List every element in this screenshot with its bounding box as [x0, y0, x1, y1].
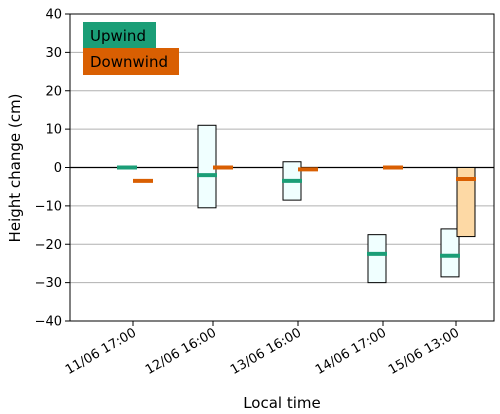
upwind-box: [367, 234, 387, 284]
y-tick-label: −30: [35, 276, 62, 291]
x-tick-label: 12/06 16:00: [143, 325, 219, 378]
y-axis: −40 −30 −20 −10 0 10 20 30 40: [35, 8, 70, 330]
y-tick-label: 0: [54, 161, 62, 176]
y-tick-label: −10: [35, 199, 62, 214]
y-tick-label: −40: [35, 315, 62, 330]
x-tick-label: 14/06 17:00: [313, 325, 389, 378]
upwind-box: [440, 228, 460, 278]
y-tick-label: 20: [45, 84, 62, 99]
y-tick-label: 10: [45, 123, 62, 138]
x-axis-label: Local time: [243, 394, 321, 412]
legend: Upwind Downwind: [83, 22, 179, 75]
legend-entry-downwind: [83, 48, 179, 75]
y-tick-label: 40: [45, 8, 62, 23]
y-axis-label: Height change (cm): [6, 94, 24, 243]
x-tick-label: 11/06 17:00: [63, 325, 139, 378]
y-tick-label: −20: [35, 238, 62, 253]
chart-marks: [117, 124, 476, 284]
x-tick-label: 13/06 16:00: [228, 325, 304, 378]
downwind-box: [456, 167, 476, 238]
legend-label-upwind: Upwind: [90, 27, 146, 45]
x-tick-label: 15/06 13:00: [386, 325, 462, 378]
x-axis: 11/06 17:00 12/06 16:00 13/06 16:00 14/06 1…: [63, 321, 462, 378]
legend-label-downwind: Downwind: [90, 53, 168, 71]
y-tick-label: 30: [45, 46, 62, 61]
legend-entry-upwind: [83, 22, 156, 49]
